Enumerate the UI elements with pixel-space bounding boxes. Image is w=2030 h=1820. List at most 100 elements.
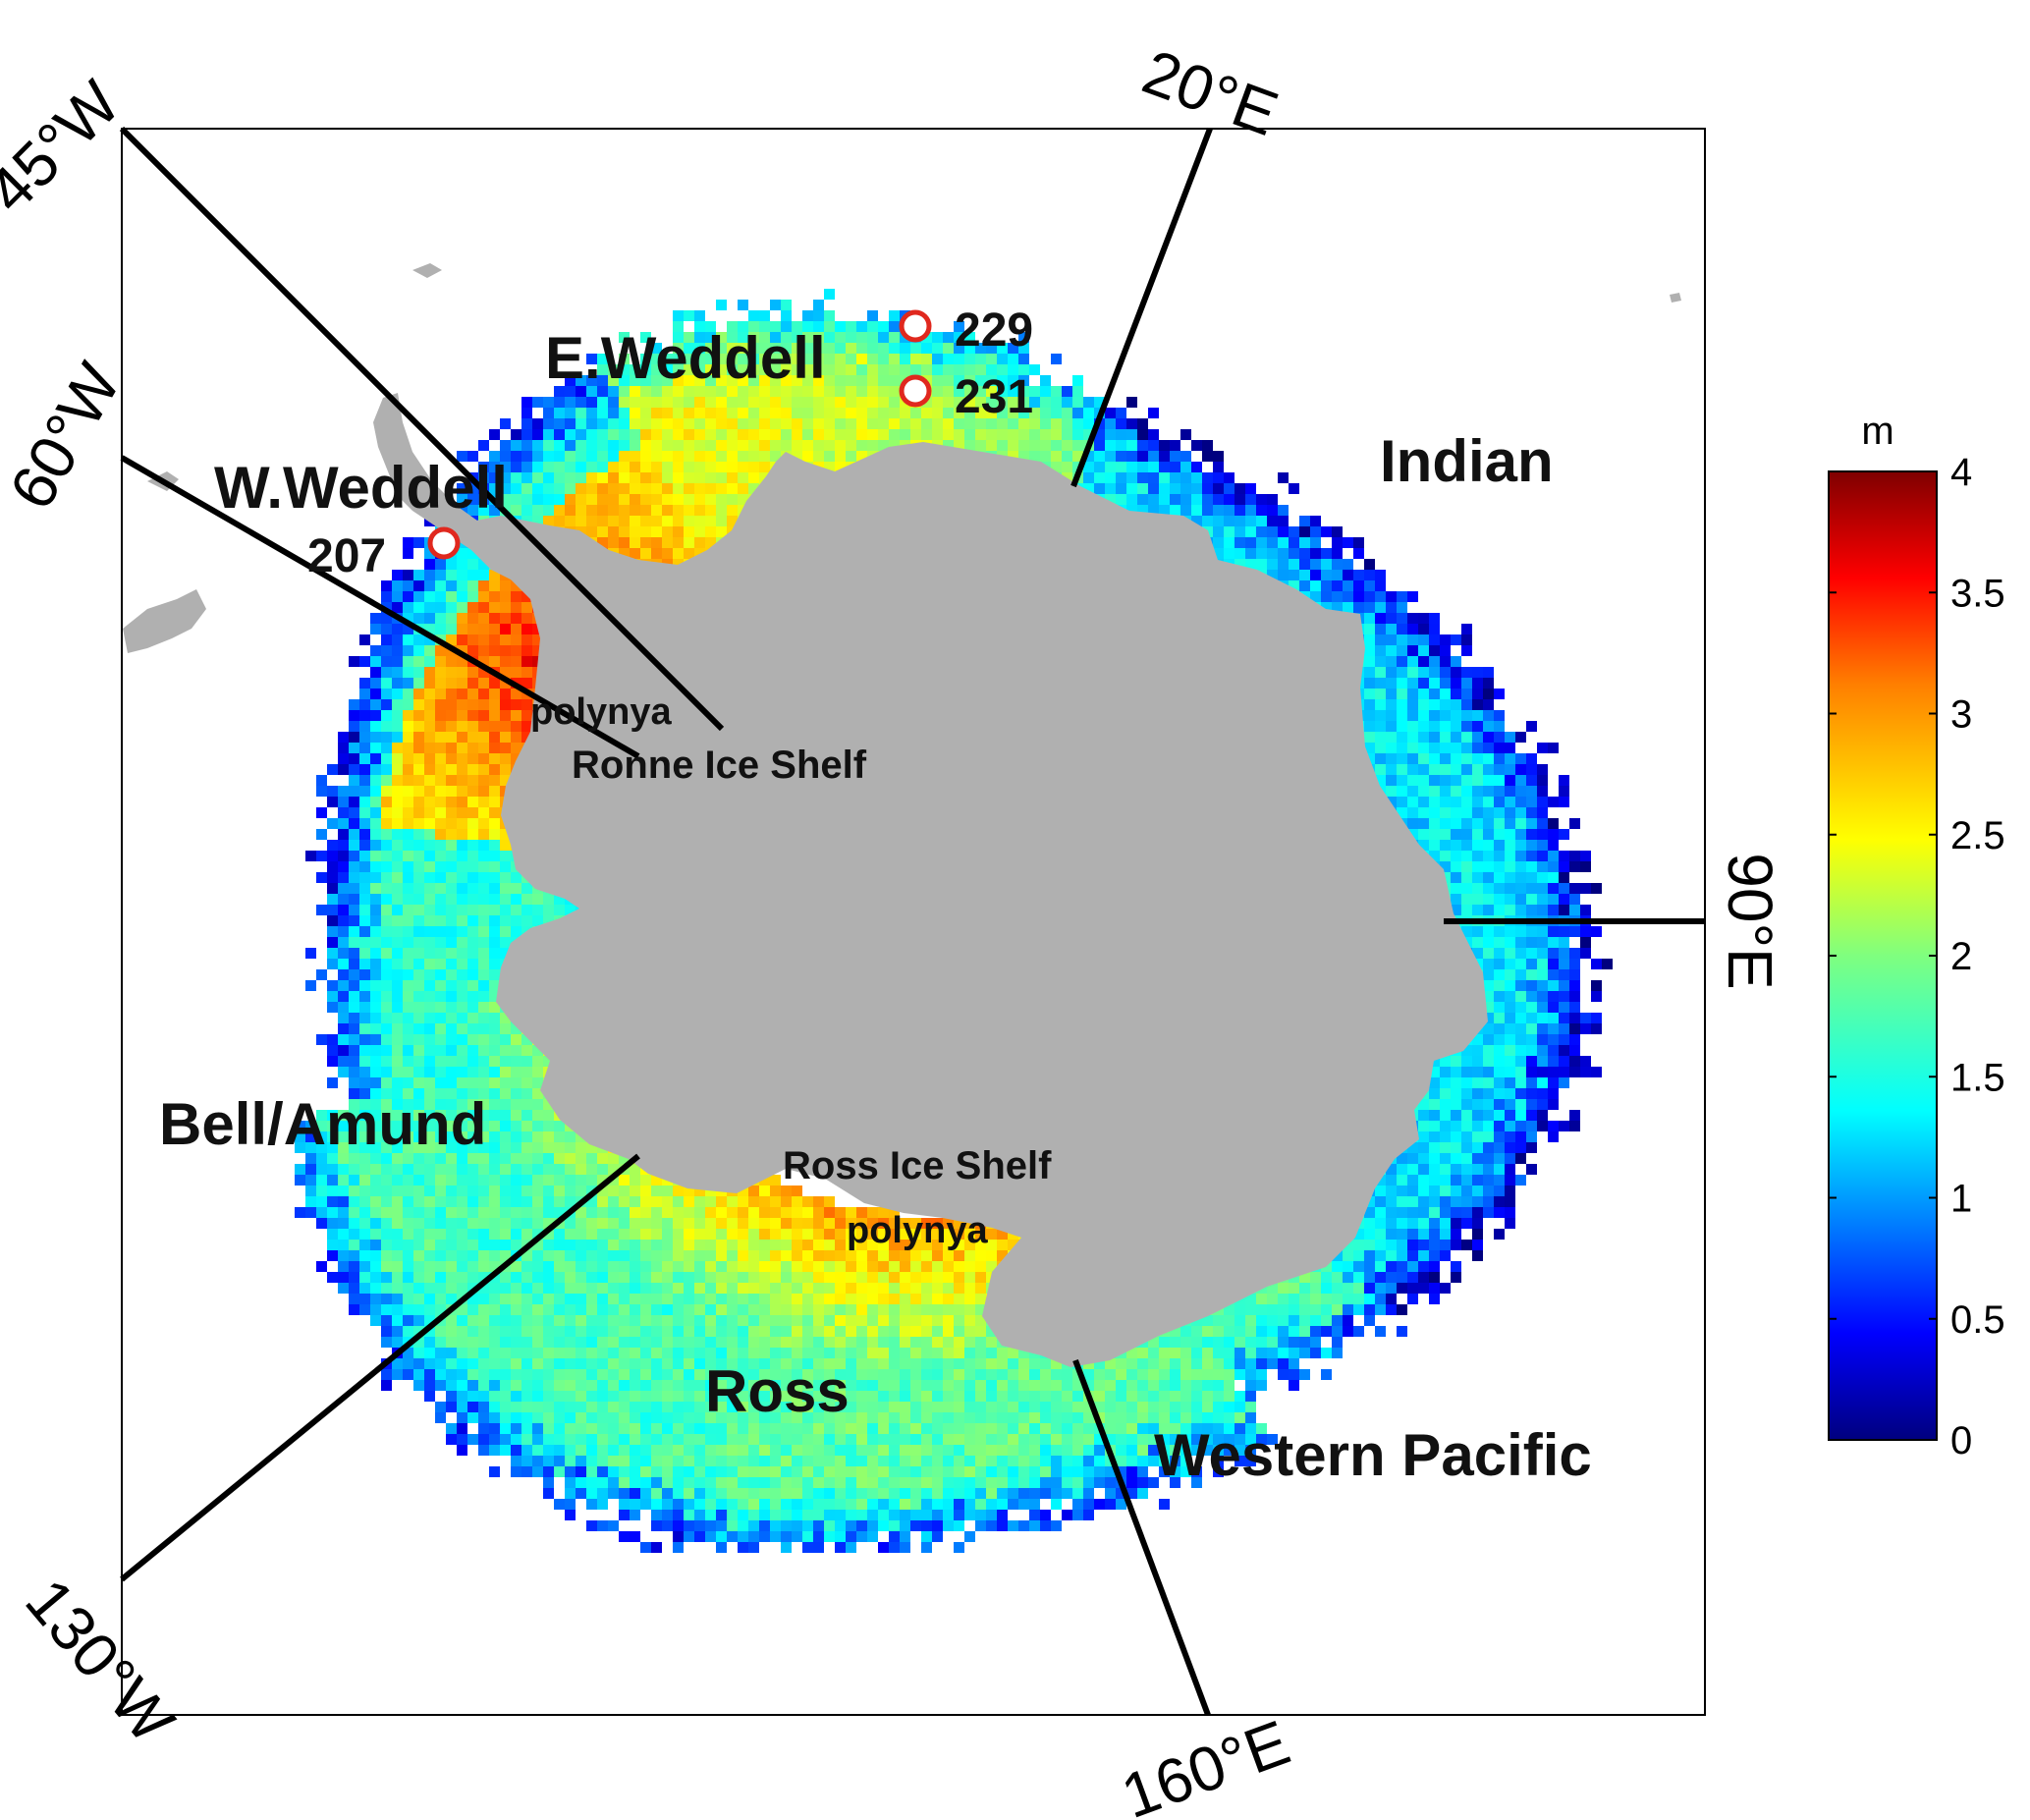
ice-cell bbox=[1526, 851, 1537, 861]
ice-cell bbox=[1548, 1056, 1559, 1067]
ice-cell bbox=[1483, 894, 1494, 905]
ice-cell bbox=[478, 1077, 489, 1088]
ice-cell bbox=[370, 1045, 381, 1056]
ice-cell bbox=[1569, 948, 1580, 959]
ice-cell bbox=[1483, 1099, 1494, 1110]
ice-cell bbox=[435, 829, 446, 840]
ice-cell bbox=[489, 1056, 500, 1067]
ice-cell bbox=[630, 462, 640, 472]
ice-cell bbox=[662, 526, 673, 537]
ice-cell bbox=[1310, 526, 1321, 537]
ice-cell bbox=[586, 483, 597, 494]
ice-cell bbox=[1548, 818, 1559, 829]
ice-cell bbox=[673, 429, 684, 440]
ice-cell bbox=[521, 408, 532, 418]
ice-cell bbox=[359, 797, 370, 807]
ice-cell bbox=[1451, 872, 1461, 883]
ice-cell bbox=[1375, 645, 1386, 656]
ice-cell bbox=[1494, 980, 1505, 991]
ice-cell bbox=[500, 1023, 511, 1034]
ice-cell bbox=[478, 937, 489, 948]
ice-cell bbox=[1451, 905, 1461, 915]
ice-cell bbox=[521, 915, 532, 926]
ice-cell bbox=[1429, 775, 1440, 786]
ice-cell bbox=[662, 462, 673, 472]
ice-cell bbox=[1332, 602, 1343, 613]
ice-cell bbox=[619, 494, 630, 505]
ice-cell bbox=[467, 969, 478, 980]
ice-cell bbox=[1526, 1002, 1537, 1013]
ice-cell bbox=[597, 451, 608, 462]
ice-cell bbox=[1364, 624, 1375, 634]
ice-cell bbox=[392, 580, 403, 591]
ice-cell bbox=[500, 462, 511, 472]
ice-cell bbox=[1191, 483, 1202, 494]
ice-cell bbox=[1526, 1045, 1537, 1056]
ice-cell bbox=[705, 397, 716, 408]
ice-cell bbox=[467, 570, 478, 580]
ice-cell bbox=[1472, 689, 1483, 699]
ice-cell bbox=[576, 397, 586, 408]
ice-cell bbox=[511, 645, 521, 656]
ice-cell bbox=[392, 570, 403, 580]
ice-cell bbox=[597, 364, 608, 375]
ice-cell bbox=[1062, 408, 1072, 418]
ice-cell bbox=[824, 462, 835, 472]
ice-cell bbox=[705, 386, 716, 397]
ice-cell bbox=[511, 1088, 521, 1099]
ice-cell bbox=[403, 937, 413, 948]
ice-cell bbox=[327, 797, 338, 807]
ice-cell bbox=[1375, 710, 1386, 721]
ice-cell bbox=[446, 570, 457, 580]
ice-cell bbox=[759, 375, 770, 386]
ice-cell bbox=[921, 354, 932, 364]
ice-cell bbox=[543, 418, 554, 429]
ice-cell bbox=[1018, 408, 1029, 418]
ice-cell bbox=[586, 354, 597, 364]
ice-cell bbox=[424, 591, 435, 602]
ice-cell bbox=[975, 343, 986, 354]
ice-cell bbox=[413, 797, 424, 807]
ice-cell bbox=[467, 818, 478, 829]
ice-cell bbox=[511, 753, 521, 764]
ice-cell bbox=[813, 375, 824, 386]
ice-cell bbox=[381, 851, 392, 861]
ice-cell bbox=[1505, 797, 1515, 807]
ice-cell bbox=[802, 397, 813, 408]
ice-cell bbox=[370, 764, 381, 775]
ice-cell bbox=[1375, 699, 1386, 710]
ice-cell bbox=[1559, 959, 1569, 969]
ice-cell bbox=[813, 354, 824, 364]
ice-cell bbox=[1461, 699, 1472, 710]
ice-cell bbox=[424, 602, 435, 613]
ice-cell bbox=[435, 797, 446, 807]
ice-cell bbox=[392, 1077, 403, 1088]
ice-cell bbox=[381, 840, 392, 851]
ice-cell bbox=[1548, 872, 1559, 883]
ice-cell bbox=[521, 1034, 532, 1045]
ice-cell bbox=[694, 386, 705, 397]
ice-cell bbox=[489, 948, 500, 959]
ice-cell bbox=[489, 451, 500, 462]
ice-cell bbox=[478, 472, 489, 483]
ice-cell bbox=[349, 1002, 359, 1013]
ice-cell bbox=[1537, 894, 1548, 905]
ice-cell bbox=[403, 883, 413, 894]
ice-cell bbox=[1429, 732, 1440, 743]
ice-cell bbox=[835, 364, 846, 375]
ice-cell bbox=[1137, 483, 1148, 494]
ice-cell bbox=[716, 386, 727, 397]
ice-cell bbox=[338, 797, 349, 807]
ice-cell bbox=[986, 429, 997, 440]
ice-cell bbox=[489, 829, 500, 840]
ice-cell bbox=[1256, 516, 1267, 526]
ice-cell bbox=[467, 548, 478, 559]
ice-cell bbox=[889, 364, 900, 375]
ice-cell bbox=[1483, 959, 1494, 969]
ice-cell bbox=[392, 959, 403, 969]
ice-cell bbox=[327, 851, 338, 861]
ice-cell bbox=[370, 678, 381, 689]
ice-cell bbox=[1559, 1034, 1569, 1045]
ice-cell bbox=[413, 1099, 424, 1110]
ice-cell bbox=[1343, 570, 1353, 580]
